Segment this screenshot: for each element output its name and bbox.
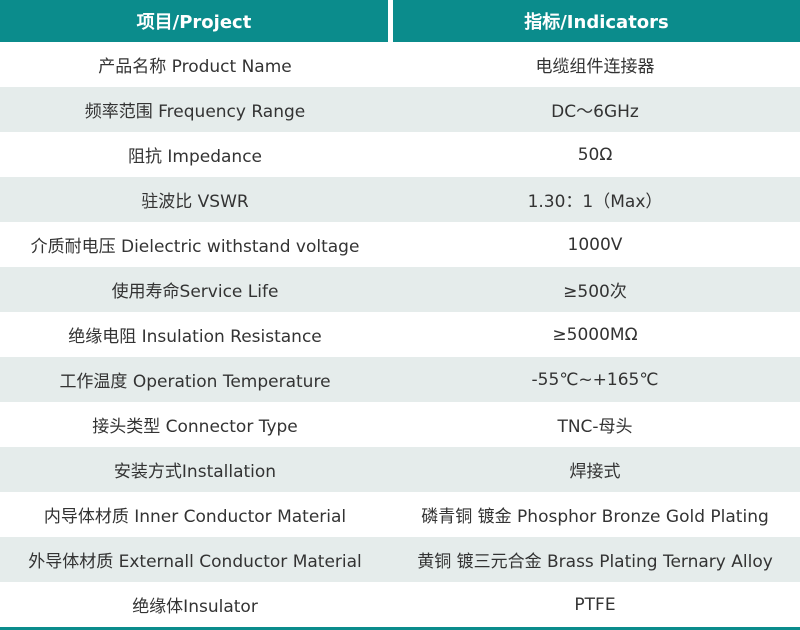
indicator-cell: 黄铜 镀三元合金 Brass Plating Ternary Alloy	[417, 552, 773, 572]
project-cell: 介质耐电压 Dielectric withstand voltage	[30, 237, 360, 257]
indicator-cell: 50Ω	[577, 144, 613, 165]
table-row: 驻波比 VSWR 1.30：1（Max）	[0, 177, 800, 222]
table-row: 接头类型 Connector Type TNC-母头	[0, 402, 800, 447]
indicator-cell: 焊接式	[569, 462, 621, 482]
table-body: 产品名称 Product Name 电缆组件连接器 频率范围 Frequency…	[0, 42, 800, 627]
table-row: 绝缘体Insulator PTFE	[0, 582, 800, 627]
project-cell: 阻抗 Impedance	[127, 147, 263, 167]
indicator-cell: 1000V	[567, 234, 623, 255]
indicator-cell: TNC-母头	[557, 417, 633, 437]
table-row: 介质耐电压 Dielectric withstand voltage 1000V	[0, 222, 800, 267]
project-cell: 安装方式Installation	[113, 462, 277, 482]
table-row: 频率范围 Frequency Range DC～6GHz	[0, 87, 800, 132]
project-cell: 使用寿命Service Life	[111, 282, 279, 302]
project-cell: 工作温度 Operation Temperature	[59, 372, 331, 392]
table-header-row: 项目/Project 指标/Indicators	[0, 0, 800, 42]
header-project: 项目/Project	[0, 0, 388, 42]
table-row: 阻抗 Impedance 50Ω	[0, 132, 800, 177]
indicator-cell: ≥500次	[563, 282, 627, 302]
table-row: 安装方式Installation 焊接式	[0, 447, 800, 492]
header-indicators: 指标/Indicators	[393, 0, 800, 42]
table-row: 工作温度 Operation Temperature -55℃~+165℃	[0, 357, 800, 402]
project-cell: 驻波比 VSWR	[141, 192, 249, 212]
table-row: 绝缘电阻 Insulation Resistance ≥5000MΩ	[0, 312, 800, 357]
indicator-cell: 电缆组件连接器	[535, 57, 655, 77]
indicator-cell: 磷青铜 镀金 Phosphor Bronze Gold Plating	[421, 507, 769, 527]
project-cell: 频率范围 Frequency Range	[84, 102, 306, 122]
table-row: 产品名称 Product Name 电缆组件连接器	[0, 42, 800, 87]
indicator-cell: -55℃~+165℃	[531, 369, 659, 390]
table-row: 外导体材质 Externall Conductor Material 黄铜 镀三…	[0, 537, 800, 582]
project-cell: 绝缘电阻 Insulation Resistance	[68, 327, 322, 347]
project-cell: 内导体材质 Inner Conductor Material	[43, 507, 347, 527]
project-cell: 产品名称 Product Name	[98, 57, 292, 77]
indicator-cell: ≥5000MΩ	[552, 324, 638, 345]
table-row: 内导体材质 Inner Conductor Material 磷青铜 镀金 Ph…	[0, 492, 800, 537]
project-cell: 绝缘体Insulator	[132, 597, 258, 617]
header-divider	[388, 0, 393, 42]
indicator-cell: PTFE	[574, 594, 616, 615]
project-cell: 接头类型 Connector Type	[92, 417, 298, 437]
indicator-cell: DC～6GHz	[551, 102, 639, 122]
table-row: 使用寿命Service Life ≥500次	[0, 267, 800, 312]
table-bottom-border	[0, 627, 800, 630]
indicator-cell: 1.30：1（Max）	[527, 192, 663, 212]
project-cell: 外导体材质 Externall Conductor Material	[28, 552, 362, 572]
